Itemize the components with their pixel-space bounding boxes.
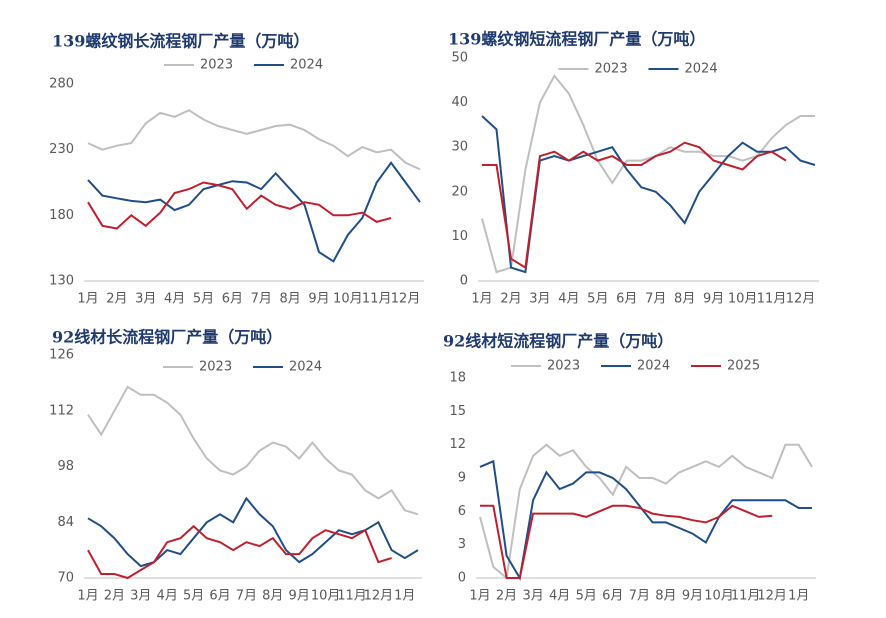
y-tick-label: 12 (449, 437, 466, 452)
x-tick-label: 2月 (496, 589, 517, 604)
series-line (479, 443, 813, 580)
series-line (87, 385, 419, 516)
legend-label: 2024 (637, 359, 670, 374)
y-tick-label: 18 (449, 371, 466, 386)
y-tick-label: 84 (57, 515, 74, 530)
series-line (87, 161, 421, 263)
x-tick-label: 4月 (164, 292, 185, 307)
legend-label: 2024 (289, 360, 322, 375)
x-tick-label: 10月 (728, 292, 758, 307)
series-line (479, 459, 812, 581)
x-tick-label: 3月 (135, 292, 156, 307)
legend-label: 2024 (685, 62, 718, 77)
series-line (481, 74, 815, 274)
x-tick-label: 1月 (471, 292, 492, 307)
y-tick-label: 70 (57, 571, 74, 586)
chart-title: 139螺纹钢短流程钢厂产量（万吨） (448, 30, 705, 49)
y-tick-label: 112 (49, 403, 74, 418)
x-tick-label: 10月 (704, 589, 734, 604)
series-line (87, 524, 392, 580)
x-tick-label: 6月 (209, 589, 230, 604)
x-tick-label: 8月 (279, 292, 300, 307)
series-line (87, 181, 392, 230)
y-tick-label: 126 (49, 348, 74, 363)
x-tick-label: 4月 (157, 589, 178, 604)
x-tick-label: 11月 (337, 589, 367, 604)
x-tick-label: 5月 (193, 292, 214, 307)
x-tick-label: 2月 (500, 292, 521, 307)
x-tick-label: 4月 (549, 589, 570, 604)
y-tick-label: 9 (458, 471, 466, 486)
x-tick-label: 12月 (364, 589, 394, 604)
y-tick-label: 130 (49, 274, 74, 289)
y-tick-label: 15 (449, 404, 466, 419)
y-tick-label: 6 (458, 504, 466, 519)
y-tick-label: 0 (460, 274, 468, 289)
x-tick-label: 9月 (682, 589, 703, 604)
x-tick-label: 7月 (251, 292, 272, 307)
x-tick-label: 8月 (655, 589, 676, 604)
x-tick-label: 5月 (183, 589, 204, 604)
y-tick-label: 0 (458, 571, 466, 586)
x-tick-label: 6月 (222, 292, 243, 307)
x-tick-label: 12月 (786, 292, 816, 307)
legend-label: 2023 (200, 58, 233, 73)
y-tick-label: 30 (451, 140, 468, 155)
x-tick-label: 1月 (394, 589, 415, 604)
x-tick-label: 7月 (236, 589, 257, 604)
x-tick-label: 2月 (106, 292, 127, 307)
legend-label: 2024 (290, 58, 323, 73)
chart-title: 92线材短流程钢厂产量（万吨） (443, 332, 673, 351)
x-tick-label: 11月 (362, 292, 392, 307)
x-tick-label: 10月 (333, 292, 363, 307)
x-tick-label: 1月 (77, 292, 98, 307)
chart-title: 139螺纹钢长流程钢厂产量（万吨） (52, 32, 309, 51)
x-tick-label: 2月 (104, 589, 125, 604)
legend-label: 2023 (595, 62, 628, 77)
x-tick-label: 6月 (616, 292, 637, 307)
x-tick-label: 1月 (469, 589, 490, 604)
x-tick-label: 12月 (391, 292, 421, 307)
x-tick-label: 12月 (757, 589, 787, 604)
x-tick-label: 5月 (576, 589, 597, 604)
legend-label: 2023 (199, 360, 232, 375)
x-tick-label: 9月 (703, 292, 724, 307)
x-tick-label: 3月 (529, 292, 550, 307)
x-tick-label: 11月 (731, 589, 761, 604)
legend-label: 2025 (727, 359, 760, 374)
x-tick-label: 8月 (262, 589, 283, 604)
x-tick-label: 10月 (311, 589, 341, 604)
series-line (482, 141, 787, 270)
x-tick-label: 1月 (77, 589, 98, 604)
series-line (87, 109, 421, 171)
x-tick-label: 6月 (602, 589, 623, 604)
x-tick-label: 9月 (308, 292, 329, 307)
y-tick-label: 180 (49, 208, 74, 223)
y-tick-label: 98 (57, 459, 74, 474)
x-tick-label: 3月 (130, 589, 151, 604)
x-tick-label: 9月 (289, 589, 310, 604)
chart-title: 92线材长流程钢厂产量（万吨） (52, 328, 282, 347)
legend-label: 2023 (547, 359, 580, 374)
x-tick-label: 4月 (558, 292, 579, 307)
y-tick-label: 40 (451, 95, 468, 110)
y-tick-label: 3 (458, 537, 466, 552)
x-tick-label: 7月 (629, 589, 650, 604)
x-tick-label: 8月 (674, 292, 695, 307)
series-line (87, 496, 419, 568)
y-tick-label: 50 (451, 51, 468, 66)
y-tick-label: 10 (451, 229, 468, 244)
x-tick-label: 5月 (587, 292, 608, 307)
x-tick-label: 7月 (645, 292, 666, 307)
x-tick-label: 1月 (788, 589, 809, 604)
y-tick-label: 230 (49, 142, 74, 157)
y-tick-label: 280 (49, 77, 74, 92)
x-tick-label: 11月 (757, 292, 787, 307)
series-line (480, 504, 773, 579)
y-tick-label: 20 (451, 184, 468, 199)
x-tick-label: 3月 (522, 589, 543, 604)
